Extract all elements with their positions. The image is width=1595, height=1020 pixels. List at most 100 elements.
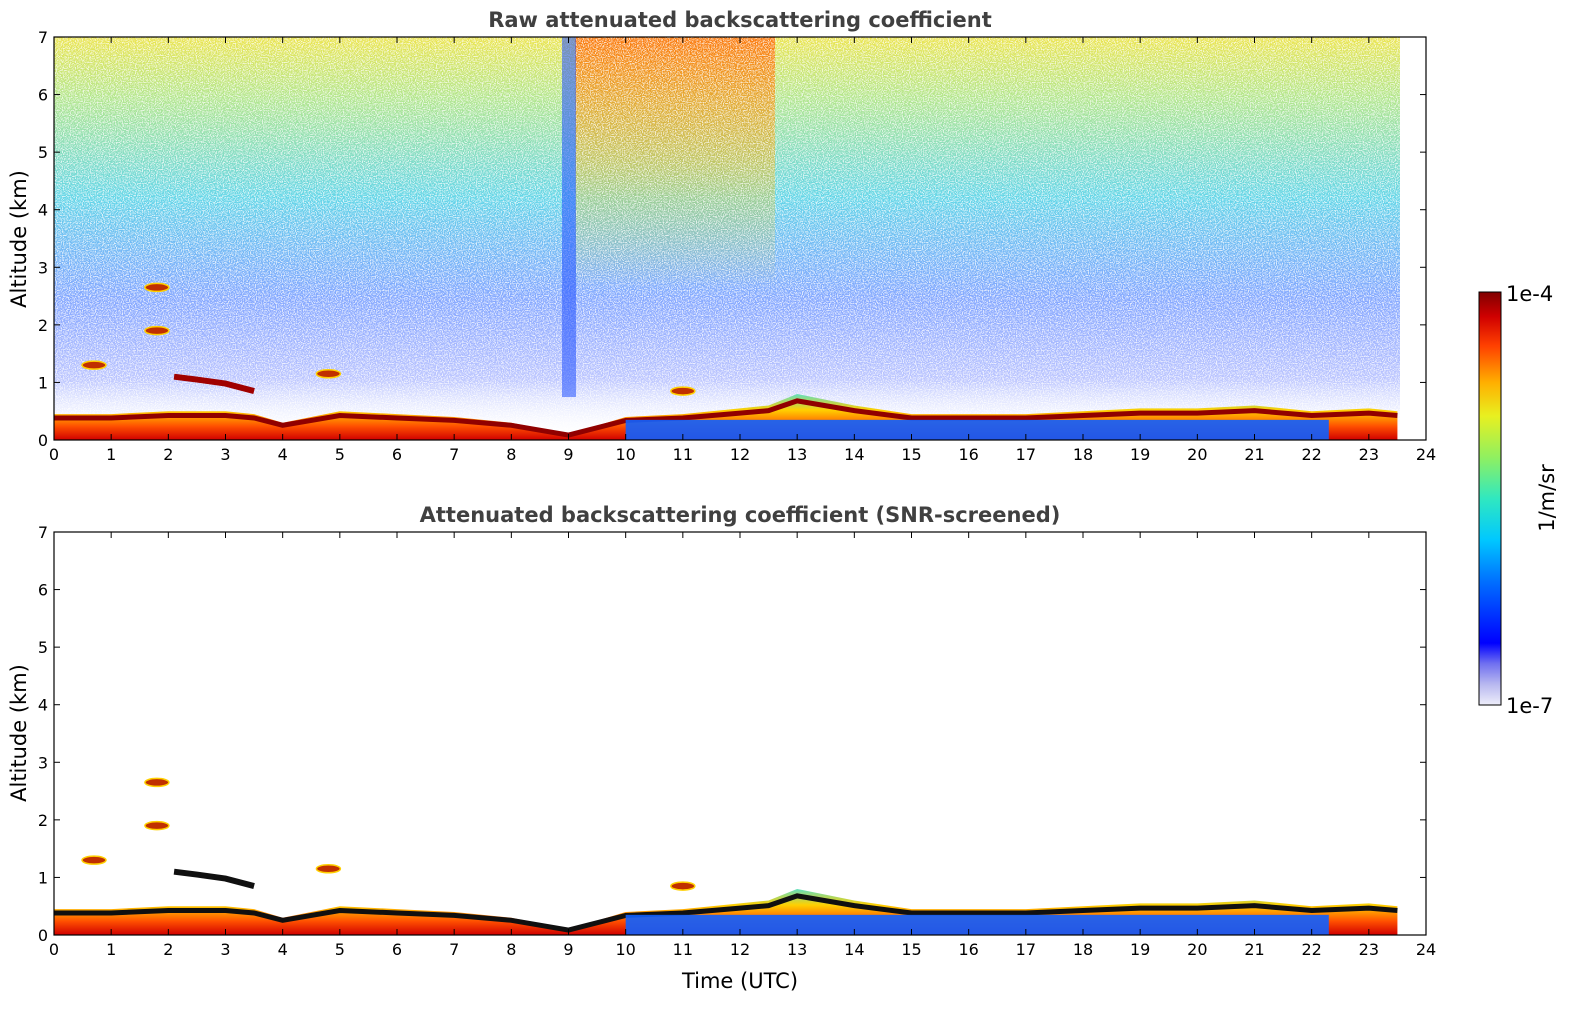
x-tick-label: 17 — [1016, 940, 1036, 959]
y-tick-label: 5 — [38, 638, 48, 657]
cloud-patch — [670, 881, 696, 891]
x-tick-label: 17 — [1016, 445, 1036, 464]
x-tick-label: 22 — [1301, 445, 1321, 464]
y-axis-ticks: 0 1 2 3 4 5 6 7 — [38, 523, 1426, 945]
y-axis-label: Altitude (km) — [7, 664, 31, 802]
x-tick-label: 8 — [506, 445, 516, 464]
x-tick-label: 13 — [787, 445, 807, 464]
x-tick-label: 18 — [1073, 445, 1093, 464]
x-tick-label: 7 — [449, 445, 459, 464]
x-tick-label: 0 — [49, 445, 59, 464]
colorbar: 1e-4 1e-7 1/m/sr — [1478, 282, 1559, 718]
colorbar-unit-label: 1/m/sr — [1535, 464, 1559, 532]
x-tick-label: 23 — [1359, 445, 1379, 464]
y-tick-label: 7 — [38, 28, 48, 47]
colorbar-gradient — [1478, 291, 1502, 706]
cloud-patch — [144, 282, 170, 293]
y-tick-label: 2 — [38, 811, 48, 830]
x-tick-label: 5 — [335, 445, 345, 464]
x-tick-label: 3 — [220, 940, 230, 959]
x-tick-label: 2 — [163, 940, 173, 959]
x-tick-label: 23 — [1359, 940, 1379, 959]
boundary-layer-top — [54, 398, 1398, 438]
panel-title: Attenuated backscattering coefficient (S… — [420, 503, 1061, 527]
x-tick-label: 19 — [1130, 940, 1150, 959]
x-tick-label: 14 — [844, 940, 864, 959]
y-tick-label: 3 — [38, 753, 48, 772]
x-tick-label: 13 — [787, 940, 807, 959]
boundary-layer-top — [54, 893, 1398, 933]
x-tick-label: 19 — [1130, 445, 1150, 464]
y-tick-label: 2 — [38, 316, 48, 335]
x-tick-label: 20 — [1187, 940, 1207, 959]
heatmap-area — [54, 777, 1398, 935]
y-tick-label: 6 — [38, 86, 48, 105]
x-axis-label: Time (UTC) — [681, 969, 798, 993]
snr-screened-panel: Attenuated backscattering coefficient (S… — [7, 503, 1436, 993]
x-tick-label: 6 — [392, 445, 402, 464]
x-tick-label: 24 — [1416, 940, 1436, 959]
x-tick-label: 3 — [220, 445, 230, 464]
elevated-layer — [173, 868, 255, 889]
x-tick-label: 16 — [958, 940, 978, 959]
y-tick-label: 0 — [38, 431, 48, 450]
y-axis-ticks: 0 1 2 3 4 5 6 7 — [38, 28, 1426, 450]
y-tick-label: 1 — [38, 373, 48, 392]
x-tick-label: 9 — [563, 445, 573, 464]
x-tick-label: 11 — [673, 445, 693, 464]
y-tick-label: 4 — [38, 696, 48, 715]
vertical-streak — [562, 37, 576, 397]
x-tick-label: 10 — [615, 940, 635, 959]
colorbar-min-label: 1e-7 — [1506, 694, 1553, 718]
x-tick-label: 1 — [106, 445, 116, 464]
raw-backscatter-panel: Raw attenuated backscattering coefficien… — [7, 8, 1436, 464]
x-tick-label: 22 — [1301, 940, 1321, 959]
colorbar-max-label: 1e-4 — [1506, 282, 1553, 306]
y-tick-label: 1 — [38, 868, 48, 887]
cloud-patch — [315, 864, 342, 874]
x-tick-label: 4 — [278, 940, 288, 959]
cloud-patches — [81, 777, 696, 891]
x-tick-label: 15 — [901, 445, 921, 464]
y-tick-label: 6 — [38, 581, 48, 600]
x-tick-label: 14 — [844, 445, 864, 464]
y-tick-label: 0 — [38, 926, 48, 945]
heatmap-area — [54, 37, 1400, 440]
x-tick-label: 0 — [49, 940, 59, 959]
cloud-patch — [144, 820, 170, 831]
plot-frame — [53, 531, 1427, 936]
cloud-patch — [81, 855, 107, 865]
cloud-patch — [81, 360, 107, 370]
x-tick-label: 16 — [958, 445, 978, 464]
y-tick-label: 3 — [38, 258, 48, 277]
x-tick-label: 2 — [163, 445, 173, 464]
x-tick-label: 18 — [1073, 940, 1093, 959]
y-axis-label: Altitude (km) — [7, 170, 31, 308]
y-tick-label: 5 — [38, 143, 48, 162]
x-axis-ticks: 0 1 2 3 4 5 6 7 8 9 10 11 12 13 14 15 16 17 18 19 20 21 22 23 24 — [49, 532, 1436, 959]
x-tick-label: 12 — [730, 445, 750, 464]
cloud-patch — [670, 386, 696, 396]
clear-air-blue — [625, 914, 1329, 935]
x-tick-label: 5 — [335, 940, 345, 959]
x-tick-label: 12 — [730, 940, 750, 959]
cloud-patch — [144, 777, 170, 788]
cloud-patch — [144, 325, 170, 336]
elevated-layer — [173, 373, 255, 394]
x-tick-label: 7 — [449, 940, 459, 959]
x-tick-label: 21 — [1244, 445, 1264, 464]
x-tick-label: 24 — [1416, 445, 1436, 464]
x-tick-label: 9 — [563, 940, 573, 959]
y-tick-label: 7 — [38, 523, 48, 542]
x-axis-ticks: 0 1 2 3 4 5 6 7 8 9 10 11 12 13 14 15 16 17 18 19 20 21 22 23 24 — [49, 37, 1436, 464]
y-tick-label: 4 — [38, 201, 48, 220]
x-tick-label: 11 — [673, 940, 693, 959]
x-tick-label: 1 — [106, 940, 116, 959]
clear-air-blue — [625, 419, 1329, 440]
x-tick-label: 10 — [615, 445, 635, 464]
x-tick-label: 8 — [506, 940, 516, 959]
cloud-patches — [81, 282, 696, 396]
x-tick-label: 20 — [1187, 445, 1207, 464]
x-tick-label: 21 — [1244, 940, 1264, 959]
